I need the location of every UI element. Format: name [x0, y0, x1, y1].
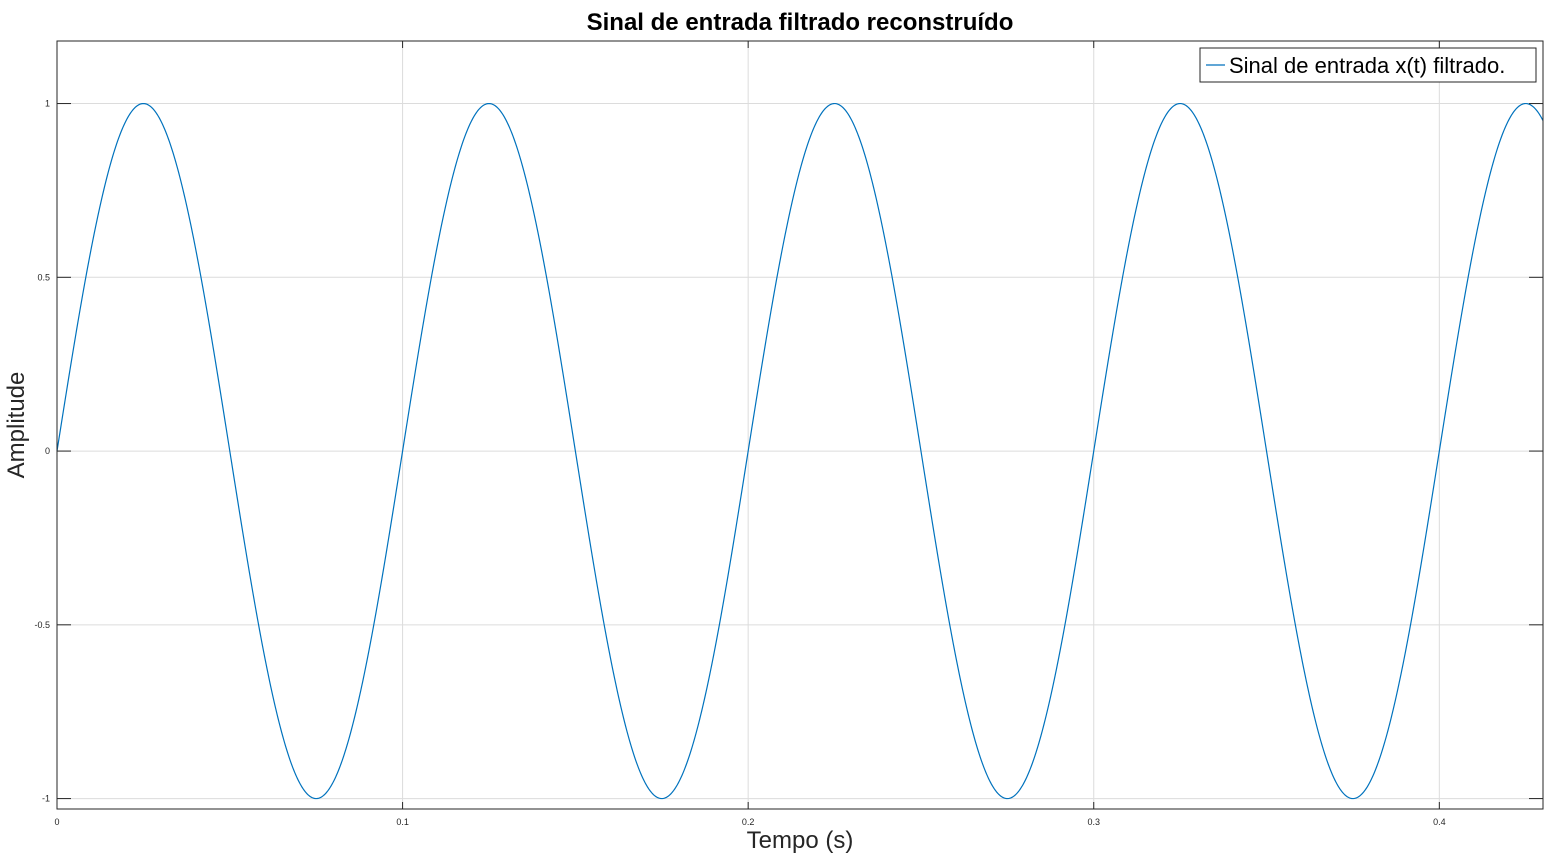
x-tick-label: 0 [54, 817, 59, 827]
x-tick-label: 0.4 [1433, 817, 1446, 827]
chart-title: Sinal de entrada filtrado reconstruído [587, 9, 1014, 36]
legend-box [1199, 47, 1537, 83]
legend-entry-label: Sinal de entrada x(t) filtrado. [1229, 53, 1505, 78]
axes-background [57, 41, 1543, 809]
y-tick-label: 1 [45, 99, 50, 109]
x-tick-label: 0.3 [1087, 817, 1100, 827]
tick-layer: 0 0.1 0.2 0.3 0.4 -1 -0.5 0 0.5 1 [34, 41, 1543, 827]
y-tick-label: -0.5 [34, 620, 50, 630]
legend: Sinal de entrada x(t) filtrado. [1199, 47, 1537, 83]
axes-box [56, 40, 1544, 810]
x-tick-label: 0.2 [742, 817, 755, 827]
series-layer [56, 102, 1544, 800]
plot-area: 0 0.1 0.2 0.3 0.4 -1 -0.5 0 0.5 1 [34, 40, 1544, 827]
x-axis-label: Tempo (s) [747, 827, 854, 854]
y-tick-label: -1 [42, 794, 50, 804]
y-axis-label: Amplitude [3, 372, 30, 479]
series-line-0 [56, 102, 1544, 800]
x-tick-label: 0.1 [396, 817, 409, 827]
y-tick-label: 0 [45, 446, 50, 456]
y-tick-label: 0.5 [37, 272, 50, 282]
